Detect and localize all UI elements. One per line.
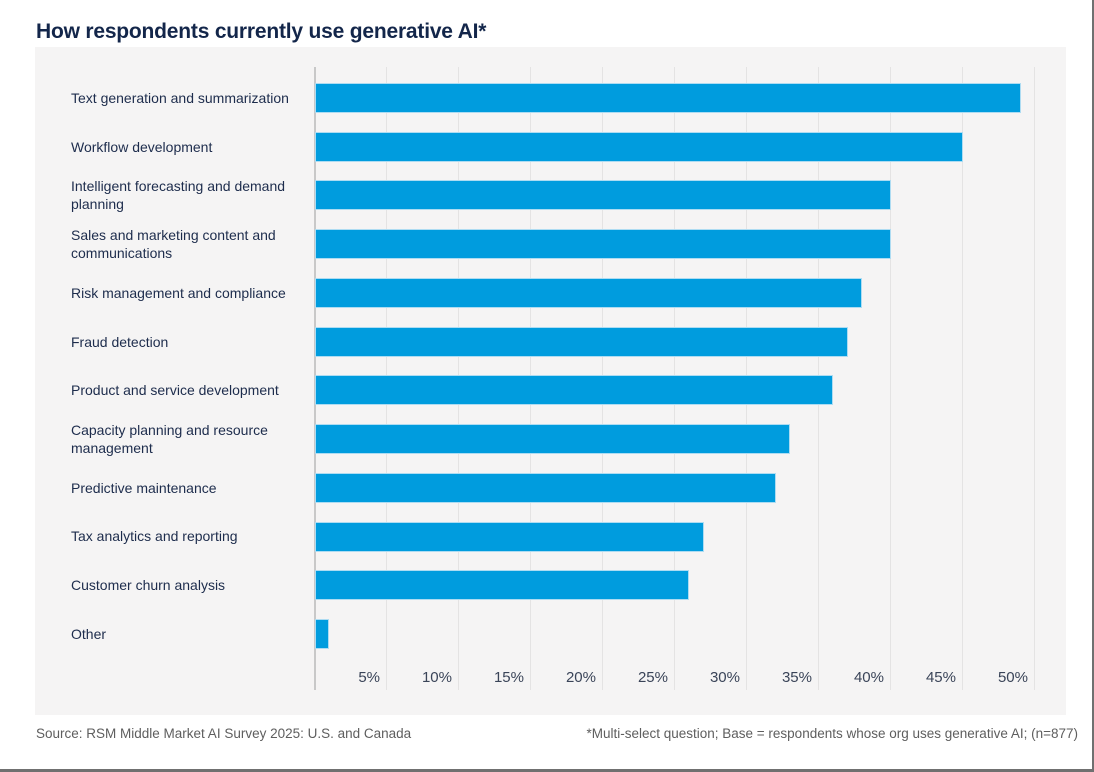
bar bbox=[315, 277, 863, 308]
methodology-note: *Multi-select question; Base = responden… bbox=[586, 726, 1078, 741]
x-axis-tick-label: 50% bbox=[997, 669, 1028, 686]
x-axis-tick-label: 5% bbox=[358, 669, 380, 686]
gridline bbox=[1034, 67, 1035, 690]
chart-panel: 5% 10% 15% 20% 25% 30% 35% 40% 45% 50% Text genera… bbox=[35, 47, 1066, 715]
x-axis-tick-label: 15% bbox=[493, 669, 524, 686]
page-title: How respondents currently use generative… bbox=[36, 20, 487, 44]
x-axis-tick-label: 25% bbox=[637, 669, 668, 686]
category-label: Fraud detection bbox=[71, 333, 169, 350]
gridline bbox=[962, 67, 963, 690]
bar bbox=[315, 570, 690, 601]
category-label: Other bbox=[71, 625, 107, 642]
bar bbox=[315, 83, 1021, 113]
category-label: Customer churn analysis bbox=[71, 577, 226, 594]
category-label: Intelligent forecasting and demand plann… bbox=[71, 178, 286, 213]
category-label: Capacity planning and resource managemen… bbox=[71, 421, 268, 457]
bar bbox=[315, 180, 891, 211]
x-axis-tick-label: 30% bbox=[709, 669, 740, 686]
source-note: Source: RSM Middle Market AI Survey 2025… bbox=[36, 726, 412, 741]
category-label: Workflow development bbox=[71, 138, 213, 155]
category-label: Predictive maintenance bbox=[71, 479, 217, 496]
bar bbox=[315, 375, 834, 406]
x-axis-tick-label: 40% bbox=[853, 669, 884, 686]
category-label: Tax analytics and reporting bbox=[71, 528, 238, 545]
bar bbox=[315, 131, 963, 162]
x-axis-tick-label: 10% bbox=[421, 669, 452, 686]
bar bbox=[315, 619, 330, 650]
page-frame-bottom bbox=[0, 769, 1094, 772]
gridline bbox=[890, 67, 891, 690]
category-label: Product and service development bbox=[71, 382, 279, 399]
bar bbox=[315, 521, 704, 552]
bar bbox=[315, 472, 776, 503]
x-axis-tick-label: 45% bbox=[925, 669, 956, 686]
category-label: Text generation and summarization bbox=[71, 89, 289, 106]
bar bbox=[315, 229, 891, 260]
bar bbox=[315, 326, 848, 357]
page-frame-right bbox=[1092, 0, 1094, 772]
category-label: Risk management and compliance bbox=[71, 284, 286, 301]
x-axis-tick-label: 20% bbox=[565, 669, 596, 686]
category-label: Sales and marketing content and communic… bbox=[71, 227, 276, 262]
x-axis-tick-label: 35% bbox=[781, 669, 812, 686]
bar bbox=[315, 424, 791, 455]
